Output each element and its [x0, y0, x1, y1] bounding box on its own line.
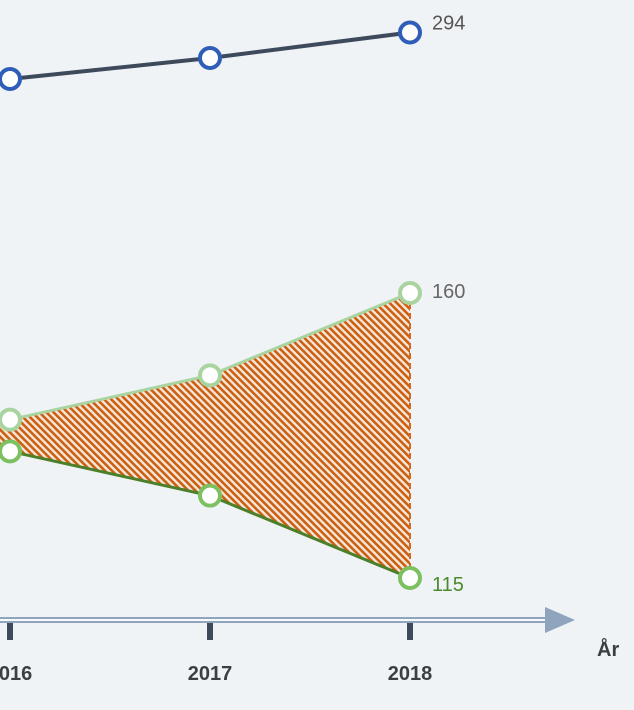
series-1-point-2018 [398, 20, 422, 45]
series-3-end-label: 115 [432, 574, 464, 596]
series-2-point-2016 [0, 407, 22, 432]
series-3-point-2017 [198, 483, 222, 508]
hatched-band-area [0, 293, 410, 578]
series-2-point-2018 [398, 281, 422, 305]
x-tick-label-2017: 2017 [188, 663, 233, 685]
series-2-end-label: 160 [432, 281, 465, 303]
x-tick-mark-2016 [7, 623, 13, 640]
series-1-point-2016 [0, 67, 22, 91]
series-2-line [0, 291, 411, 423]
series-3-point-2016 [0, 439, 22, 464]
x-tick-mark-2017 [207, 623, 213, 640]
series-3-point-2018 [398, 566, 422, 590]
x-axis-arrowhead [545, 607, 575, 633]
series-1-point-2017 [198, 46, 222, 70]
x-tick-mark-2018 [407, 623, 413, 640]
series-1-end-label: 294 [432, 13, 465, 35]
series-2-point-2017 [198, 363, 222, 388]
series-3-line [0, 448, 411, 580]
x-axis-label: År [597, 637, 619, 661]
x-tick-label-2018: 2018 [388, 663, 433, 685]
series-1-line [0, 30, 411, 83]
x-tick-label-2016: 2016 [0, 663, 32, 685]
